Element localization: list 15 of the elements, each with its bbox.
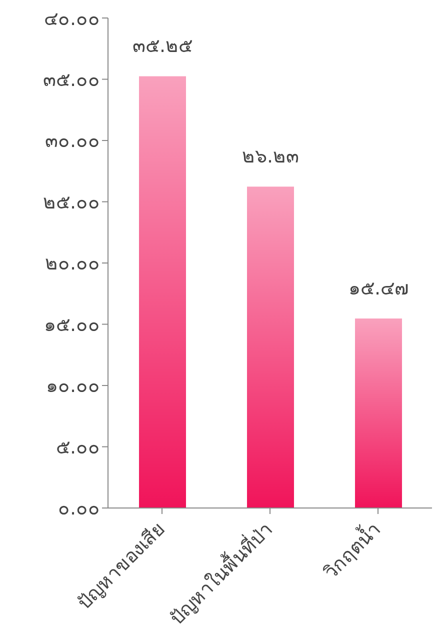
y-tick-label: ๔๐.๐๐ [44, 8, 100, 30]
bar [355, 318, 402, 508]
bar [139, 76, 186, 508]
data-label: ๓๕.๒๕ [132, 35, 193, 58]
y-tick-label: ๒๕.๐๐ [42, 191, 100, 214]
y-tick-label: ๓๐.๐๐ [44, 130, 100, 152]
data-label: ๒๖.๒๓ [242, 146, 300, 168]
y-tick-label: ๒๐.๐๐ [44, 252, 100, 275]
y-tick-label: ๕.๐๐ [56, 436, 100, 458]
y-tick-label: ๑๐.๐๐ [46, 375, 100, 398]
data-label: ๑๕.๔๗ [348, 277, 409, 300]
y-tick-label: ๐.๐๐ [58, 498, 100, 520]
y-tick-label: ๑๕.๐๐ [44, 314, 100, 336]
bar [247, 186, 294, 508]
y-tick-label: ๓๕.๐๐ [42, 68, 100, 91]
